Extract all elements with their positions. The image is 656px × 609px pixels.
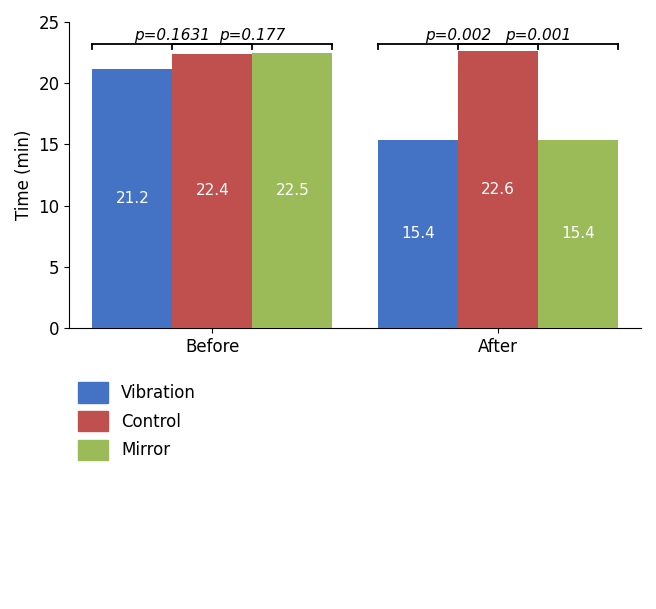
Text: 22.4: 22.4 [195, 183, 229, 199]
Bar [538, 139, 618, 328]
Text: p=0.177: p=0.177 [219, 28, 285, 43]
Bar [92, 69, 173, 328]
Legend: Vibration, Control, Mirror: Vibration, Control, Mirror [78, 382, 196, 460]
Text: 15.4: 15.4 [562, 227, 595, 241]
Text: 22.6: 22.6 [481, 182, 515, 197]
Text: p=0.002: p=0.002 [425, 28, 491, 43]
Text: 21.2: 21.2 [115, 191, 149, 206]
Bar [253, 52, 333, 328]
Text: 22.5: 22.5 [276, 183, 309, 198]
Bar [458, 51, 538, 328]
Text: 15.4: 15.4 [401, 227, 435, 241]
Bar [378, 139, 458, 328]
Text: p=0.001: p=0.001 [505, 28, 571, 43]
Bar [173, 54, 253, 328]
Y-axis label: Time (min): Time (min) [15, 130, 33, 220]
Text: p=0.1631: p=0.1631 [134, 28, 211, 43]
